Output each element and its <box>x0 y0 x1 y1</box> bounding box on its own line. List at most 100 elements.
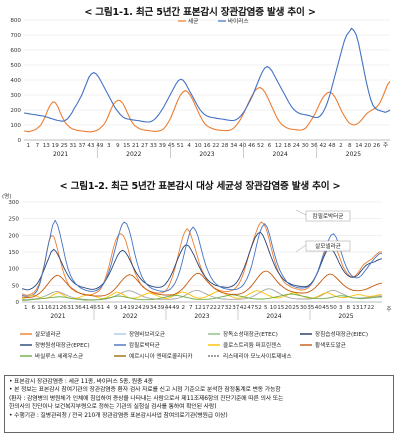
x-tick-label: 32 <box>225 305 232 311</box>
x-tick-label: 13 <box>352 305 360 311</box>
annotation-box <box>305 210 351 222</box>
year-label: 2022 <box>126 151 141 158</box>
y-tick-label: 250 <box>8 217 19 223</box>
x-tick-label: 19 <box>52 143 60 149</box>
year-label: 2024 <box>266 313 281 320</box>
note-line-5: • 수행기관 : 질병관리청 / 전국 210개 장관감염증 표본감시사업 참여… <box>9 412 228 419</box>
x-tick-label: 50 <box>330 305 338 311</box>
x-tick-label: 12 <box>195 305 202 311</box>
series-line <box>21 219 382 297</box>
x-tick-label: 30 <box>302 143 310 149</box>
x-tick-label: 22 <box>210 305 217 311</box>
x-tick-label: 1 <box>24 305 28 311</box>
x-tick-label: 20 <box>364 143 372 149</box>
annotation-leader <box>295 209 307 216</box>
note-line-1: • 표본감시 장관감염증 : 세균 11종, 바이러스 5종, 원충 4종 <box>9 379 153 385</box>
chart2-title: < 그림1-2. 최근 5년간 표본감시 대상 세균성 장관감염증 발생 추이 … <box>59 181 341 192</box>
y-tick-label: 100 <box>8 267 19 273</box>
x-tick-label: 4 <box>106 305 110 311</box>
y-tick-label: 600 <box>10 48 21 54</box>
x-tick-label: 9 <box>114 305 118 311</box>
year-label: 2023 <box>194 313 209 320</box>
x-tick-label: 4 <box>187 143 191 149</box>
x-tick-label: 2 <box>181 305 185 311</box>
x-tick-label: 35 <box>307 305 315 311</box>
x-tick-label: 6 <box>268 143 272 149</box>
x-tick-label: 26 <box>373 143 381 149</box>
x-tick-label: 22 <box>367 305 374 311</box>
x-tick-label: 21 <box>52 305 60 311</box>
legend-label: 장병원성대장균(EPEC) <box>35 341 90 349</box>
note-line-4: 한의사의 진단이나 보건복지부령으로 정하는 기관의 실험실 검사를 통하여 확… <box>9 404 217 411</box>
x-tick-label: 51 <box>177 143 185 149</box>
x-tick-label: 8 <box>348 143 352 149</box>
x-tick-label: 31 <box>67 305 75 311</box>
x-tick-label: 42 <box>319 143 326 149</box>
x-tick-label: 30 <box>300 305 308 311</box>
x-tick-label: 40 <box>239 143 247 149</box>
y-tick-label: 400 <box>10 78 21 84</box>
x-tick-label: 2 <box>339 143 343 149</box>
x-tick-label: 15 <box>123 143 131 149</box>
series-line <box>21 290 382 300</box>
x-tick-label: 29 <box>142 305 150 311</box>
x-tick-label: 17 <box>360 305 368 311</box>
x-tick-label: 48 <box>328 143 336 149</box>
legend-label: 바이러스 <box>228 17 249 25</box>
x-tick-label: 6 <box>31 305 35 311</box>
x-tick-label: 26 <box>60 305 68 311</box>
legend-label: 리스테리아 모노사이토제네스 <box>223 352 292 360</box>
x-tick-label: 9 <box>116 143 120 149</box>
legend-label: 캄필로박터균 <box>129 341 160 349</box>
x-tick-label: 7 <box>36 143 40 149</box>
x-tick-label: 14 <box>355 143 363 149</box>
series-line <box>23 27 391 123</box>
x-tick-label: 24 <box>293 143 301 149</box>
x-tick-label: 42 <box>240 305 247 311</box>
x-tick-label: 37 <box>78 143 86 149</box>
x-tick-label: 52 <box>255 305 262 311</box>
x-tick-label: 31 <box>70 143 78 149</box>
year-label: 2023 <box>199 151 214 158</box>
legend-label: 바실루스 세레우스균 <box>35 352 83 360</box>
x-tick-label: 28 <box>221 143 229 149</box>
y-tick-label: 50 <box>12 283 20 289</box>
x-tick-label: 34 <box>150 305 158 311</box>
x-tick-label: 24 <box>135 305 143 311</box>
x-tick-label: 20 <box>285 305 293 311</box>
x-tick-label: 36 <box>75 305 83 311</box>
y-tick-label: 800 <box>10 18 21 24</box>
x-tick-label: 37 <box>232 305 240 311</box>
legend-label: 예르시니아 엔테로콜리티카 <box>129 352 193 360</box>
x-tick-label: 25 <box>61 143 69 149</box>
x-tick-label: 19 <box>127 305 135 311</box>
x-tick-label: 5 <box>264 305 268 311</box>
x-tick-label: 16 <box>203 143 211 149</box>
y-tick-label: 300 <box>8 200 19 206</box>
x-tick-label: 18 <box>284 143 292 149</box>
year-label: 2024 <box>273 151 288 158</box>
legend-label: 세균 <box>188 17 198 25</box>
x-tick-label: 40 <box>315 305 323 311</box>
chart1-title: < 그림1-1. 최근 5년간 표본감시 장관감염증 발생 추이 > <box>84 7 316 18</box>
y-tick-label: 300 <box>10 93 21 99</box>
note-line-2: • 본 정보는 표본감시 참여기관의 장관감염증 환자 검사 자료를 신고 시점… <box>9 387 281 394</box>
x-tick-label: 27 <box>141 143 149 149</box>
y-tick-label: 150 <box>8 250 19 256</box>
x-tick-label: 3 <box>339 305 343 311</box>
x-tick-label: 3 <box>107 143 111 149</box>
series-line <box>22 293 382 301</box>
x-tick-label: 11 <box>37 305 45 311</box>
x-tick-label: 21 <box>132 143 140 149</box>
year-label: 2022 <box>122 313 137 320</box>
x-tick-label: 52 <box>257 143 264 149</box>
x-tick-label: 39 <box>159 143 167 149</box>
x-tick-label: 14 <box>120 305 128 311</box>
x-tick-label: 46 <box>90 305 98 311</box>
x-tick-label: 7 <box>189 305 193 311</box>
year-label: 2025 <box>346 151 361 158</box>
x-tick-label: 43 <box>87 143 95 149</box>
annotation-label: 캄필로박터균 <box>313 212 344 220</box>
x-tick-label: 25 <box>292 305 300 311</box>
